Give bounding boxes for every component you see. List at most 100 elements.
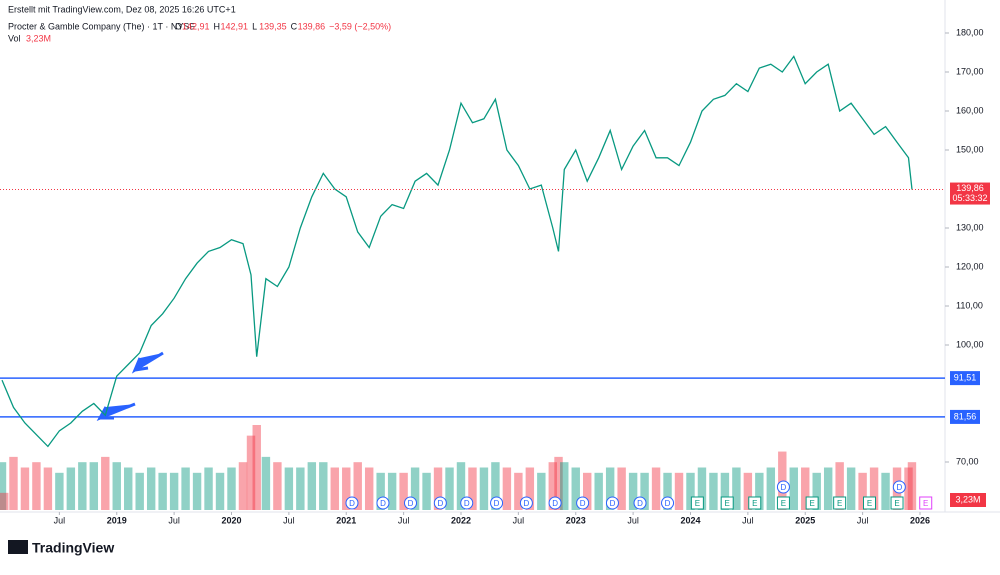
earnings-marker [720,496,734,510]
volume-bar [330,467,339,510]
volume-bar [594,472,603,510]
volume-bar [479,467,489,510]
event-label: D [464,499,470,508]
logo-icon [8,540,28,554]
volume-bar [89,462,99,510]
dividend-marker [892,480,906,494]
volume-bar [135,472,144,510]
volume-bar [158,472,167,510]
volume-bar [502,467,512,510]
dividend-marker [661,496,675,510]
volume-bar [537,472,546,510]
event-label: E [923,499,928,508]
dividend-marker [776,480,790,494]
x-tick-label: 2023 [566,515,586,525]
volume-bar [456,462,466,510]
volume-bar [697,467,707,510]
dividend-marker [433,496,447,510]
x-tick-label: 2026 [910,515,930,525]
level-label-bg [950,409,980,424]
volume-value-bg [950,493,986,507]
event-label: D [408,499,414,508]
volume-bar [732,467,741,510]
volume-bar [789,467,798,510]
volume-bar [43,467,53,510]
volume-bar [743,472,753,510]
event-label: D [580,499,586,508]
x-tick-label: 2020 [221,515,241,525]
volume-bar [640,472,649,510]
x-tick-label: 2022 [451,515,471,525]
volume-axis-label: 3,23M [955,494,980,504]
volume-legend-value: 3,23M [26,33,51,43]
event-label: D [437,499,443,508]
volume-bar [55,472,64,510]
dividend-marker [404,496,418,510]
ohlc-key: H [214,21,221,31]
volume-bar [0,492,9,510]
volume-bar [583,472,592,510]
x-tick-label: 2025 [795,515,815,525]
x-tick-label: Jul [742,515,754,525]
volume-bar [801,467,810,510]
ohlc-key: C [291,21,298,31]
level-label: 81,56 [954,411,977,421]
brand: TradingView [32,540,114,556]
dividend-marker [576,496,590,510]
event-label: E [894,499,899,508]
volume-bar [227,467,236,510]
volume-bar [192,472,202,510]
x-tick-label: 2024 [680,515,700,525]
event-label: D [781,483,787,492]
volume-bar [674,472,684,510]
volume-bar [252,425,261,510]
volume-bar [491,462,500,510]
volume-bar [468,467,477,510]
volume-bar [246,435,256,510]
y-tick-label: 150,00 [956,144,984,154]
change: −3,59 (−2,50%) [329,21,391,31]
volume-bar [628,472,638,510]
last-price-label: 139,86 [956,183,984,193]
event-label: D [665,499,671,508]
earnings-marker [919,496,933,510]
event-label: D [494,499,500,508]
earnings-marker [890,496,904,510]
volume-bar [387,472,397,510]
volume-bar [32,462,41,510]
volume-bar [904,467,913,510]
volume-bar [146,467,156,510]
volume-bar [525,467,535,510]
volume-bar [364,467,374,510]
x-tick-label: Jul [513,515,525,525]
event-label: E [837,499,842,508]
volume-bar [342,467,351,510]
volume-bar [399,472,408,510]
dividend-marker [605,496,619,510]
volume-bar [307,462,317,510]
dividend-marker [460,496,474,510]
y-tick-label: 120,00 [956,261,984,271]
volume-bar [835,462,844,510]
volume-bar [273,462,282,510]
volume-bar [169,472,179,510]
volume-bar [101,456,110,510]
volume-legend-label: Vol [8,33,21,43]
earnings-marker [805,496,819,510]
volume-bar [858,472,867,510]
volume-bar [686,472,695,510]
earnings-marker [776,496,790,510]
x-tick-label: Jul [627,515,639,525]
ohlc-value: 139,35 [259,21,287,31]
volume-bar [571,467,580,510]
earnings-marker [690,496,704,510]
volume-bar [651,467,661,510]
level-label-bg [950,371,980,386]
volume-bar [445,467,454,510]
volume-bar [215,472,225,510]
earnings-marker [862,496,876,510]
volume-bar [376,472,385,510]
volume-bar [560,462,569,510]
volume-bar [755,472,764,510]
